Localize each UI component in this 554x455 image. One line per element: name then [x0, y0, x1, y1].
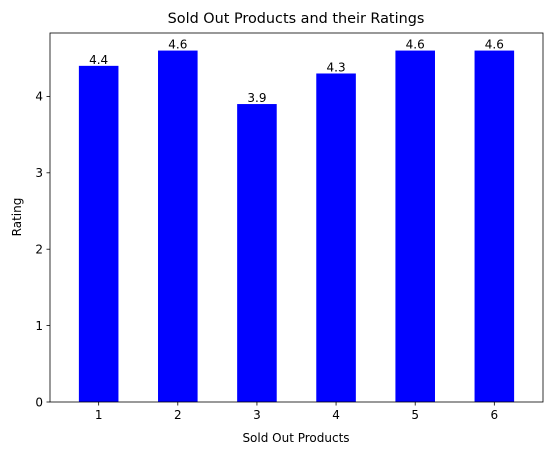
bar-6 [474, 50, 515, 402]
x-tick-label: 2 [174, 408, 182, 422]
x-tick-label: 1 [95, 408, 103, 422]
y-axis: 0 1 2 3 4 [35, 90, 50, 409]
bar-1 [78, 65, 119, 402]
x-tick-label: 5 [411, 408, 419, 422]
bar-value-label: 4.6 [406, 38, 425, 52]
bar-value-label: 4.6 [485, 38, 504, 52]
bar-value-label: 4.6 [168, 38, 187, 52]
plot-frame [49, 32, 544, 403]
chart-title: Sold Out Products and their Ratings [168, 11, 425, 27]
y-tick-label: 0 [35, 395, 43, 409]
y-tick-label: 1 [35, 319, 43, 333]
bar-3 [237, 104, 277, 403]
bars-group [78, 50, 515, 403]
x-tick-label: 6 [491, 408, 499, 422]
bar-5 [395, 50, 435, 402]
bar-value-label: 3.9 [247, 91, 266, 105]
bar-value-label: 4.4 [89, 53, 108, 67]
x-tick-label: 4 [332, 408, 340, 422]
bar-value-label: 4.3 [327, 60, 346, 74]
bar-labels-group: 4.4 4.6 3.9 4.3 4.6 4.6 [89, 38, 504, 105]
x-axis: 1 2 3 4 5 6 [95, 402, 498, 422]
y-tick-label: 3 [35, 166, 43, 180]
y-tick-label: 2 [35, 243, 43, 257]
x-axis-label: Sold Out Products [242, 431, 349, 445]
bar-4 [316, 73, 356, 403]
bar-2 [158, 50, 198, 402]
y-axis-label: Rating [10, 198, 24, 237]
y-tick-label: 4 [35, 90, 43, 104]
x-tick-label: 3 [253, 408, 261, 422]
